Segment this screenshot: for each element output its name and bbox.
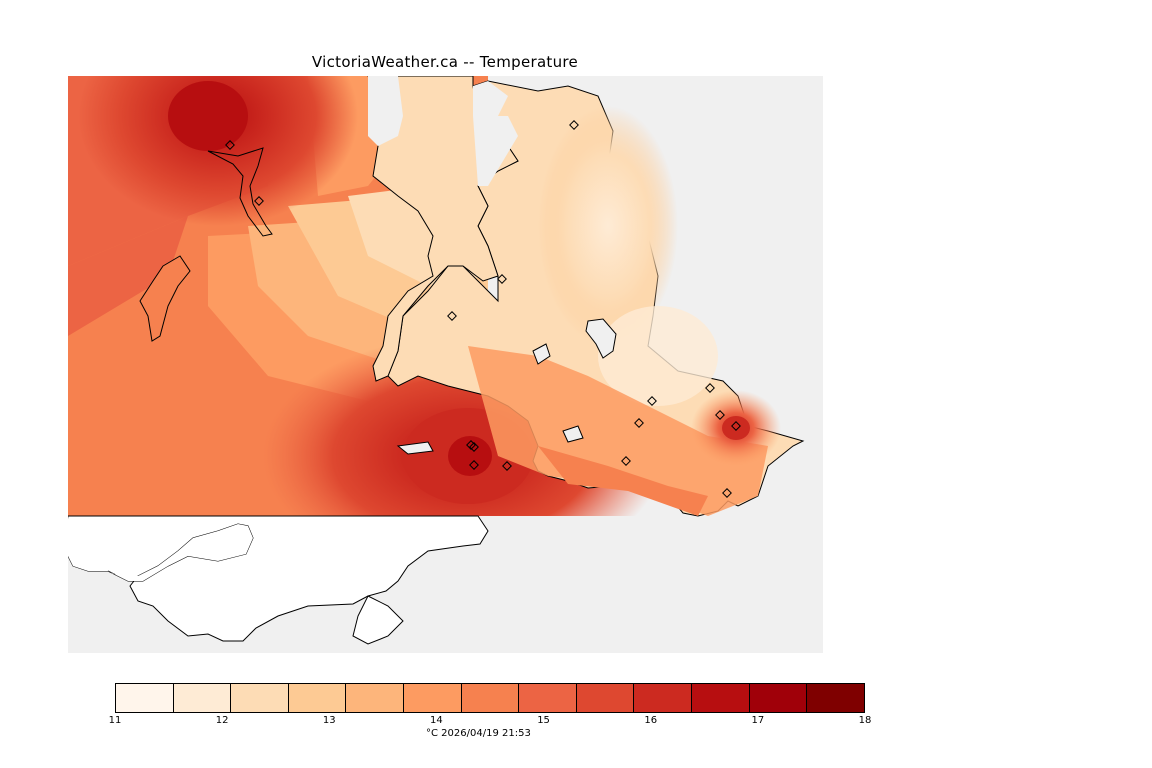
legend-tick-label: 17 xyxy=(751,715,765,726)
legend-swatch xyxy=(173,684,232,712)
station-marker[interactable] xyxy=(731,421,741,431)
legend-unit: °C xyxy=(426,728,438,739)
water-inlets xyxy=(367,76,519,382)
legend-tick-label: 18 xyxy=(858,715,872,726)
legend-swatch xyxy=(807,684,864,712)
station-marker[interactable] xyxy=(469,442,479,452)
inland-water xyxy=(396,318,617,455)
station-marker[interactable] xyxy=(634,418,644,428)
legend-swatch xyxy=(519,684,577,712)
station-marker[interactable] xyxy=(469,460,479,470)
legend-swatch xyxy=(692,684,750,712)
legend-swatch xyxy=(404,684,462,712)
legend-ticks: 11 12 13 14 15 16 17 18 xyxy=(109,715,872,729)
legend-caption: °C 2026/04/19 21:53 xyxy=(426,728,531,739)
station-marker[interactable] xyxy=(621,456,631,466)
station-marker[interactable] xyxy=(225,140,235,150)
station-marker[interactable] xyxy=(715,410,725,420)
legend-swatch xyxy=(116,684,174,712)
legend-swatch xyxy=(749,684,808,712)
station-marker[interactable] xyxy=(647,396,657,406)
station-marker[interactable] xyxy=(254,196,264,206)
legend-swatch xyxy=(634,684,693,712)
legend-tick-label: 15 xyxy=(537,715,550,726)
legend-bar xyxy=(115,683,865,713)
color-legend xyxy=(115,683,865,715)
station-marker[interactable] xyxy=(705,383,715,393)
station-marker[interactable] xyxy=(447,311,457,321)
legend-swatch xyxy=(231,684,289,712)
station-marker[interactable] xyxy=(569,120,579,130)
legend-timestamp: 2026/04/19 21:53 xyxy=(441,728,531,739)
legend-swatch xyxy=(461,684,520,712)
legend-swatch xyxy=(576,684,635,712)
temperature-map[interactable] xyxy=(68,76,823,653)
west-lake xyxy=(139,255,191,342)
saanich-peninsula xyxy=(387,80,805,517)
nw-inlet xyxy=(207,147,273,237)
station-marker[interactable] xyxy=(466,440,476,450)
station-marker[interactable] xyxy=(497,274,507,284)
station-markers xyxy=(225,120,741,498)
legend-tick-label: 11 xyxy=(108,715,122,726)
legend-tick-label: 12 xyxy=(215,715,229,726)
legend-tick-label: 14 xyxy=(430,715,443,726)
legend-tick-label: 16 xyxy=(644,715,658,726)
legend-swatch xyxy=(346,684,405,712)
map-title: VictoriaWeather.ca -- Temperature xyxy=(311,53,579,71)
unshaded-land xyxy=(68,515,489,645)
station-marker[interactable] xyxy=(502,461,512,471)
station-marker[interactable] xyxy=(722,488,732,498)
legend-tick-label: 13 xyxy=(322,715,336,726)
legend-swatch xyxy=(288,684,347,712)
